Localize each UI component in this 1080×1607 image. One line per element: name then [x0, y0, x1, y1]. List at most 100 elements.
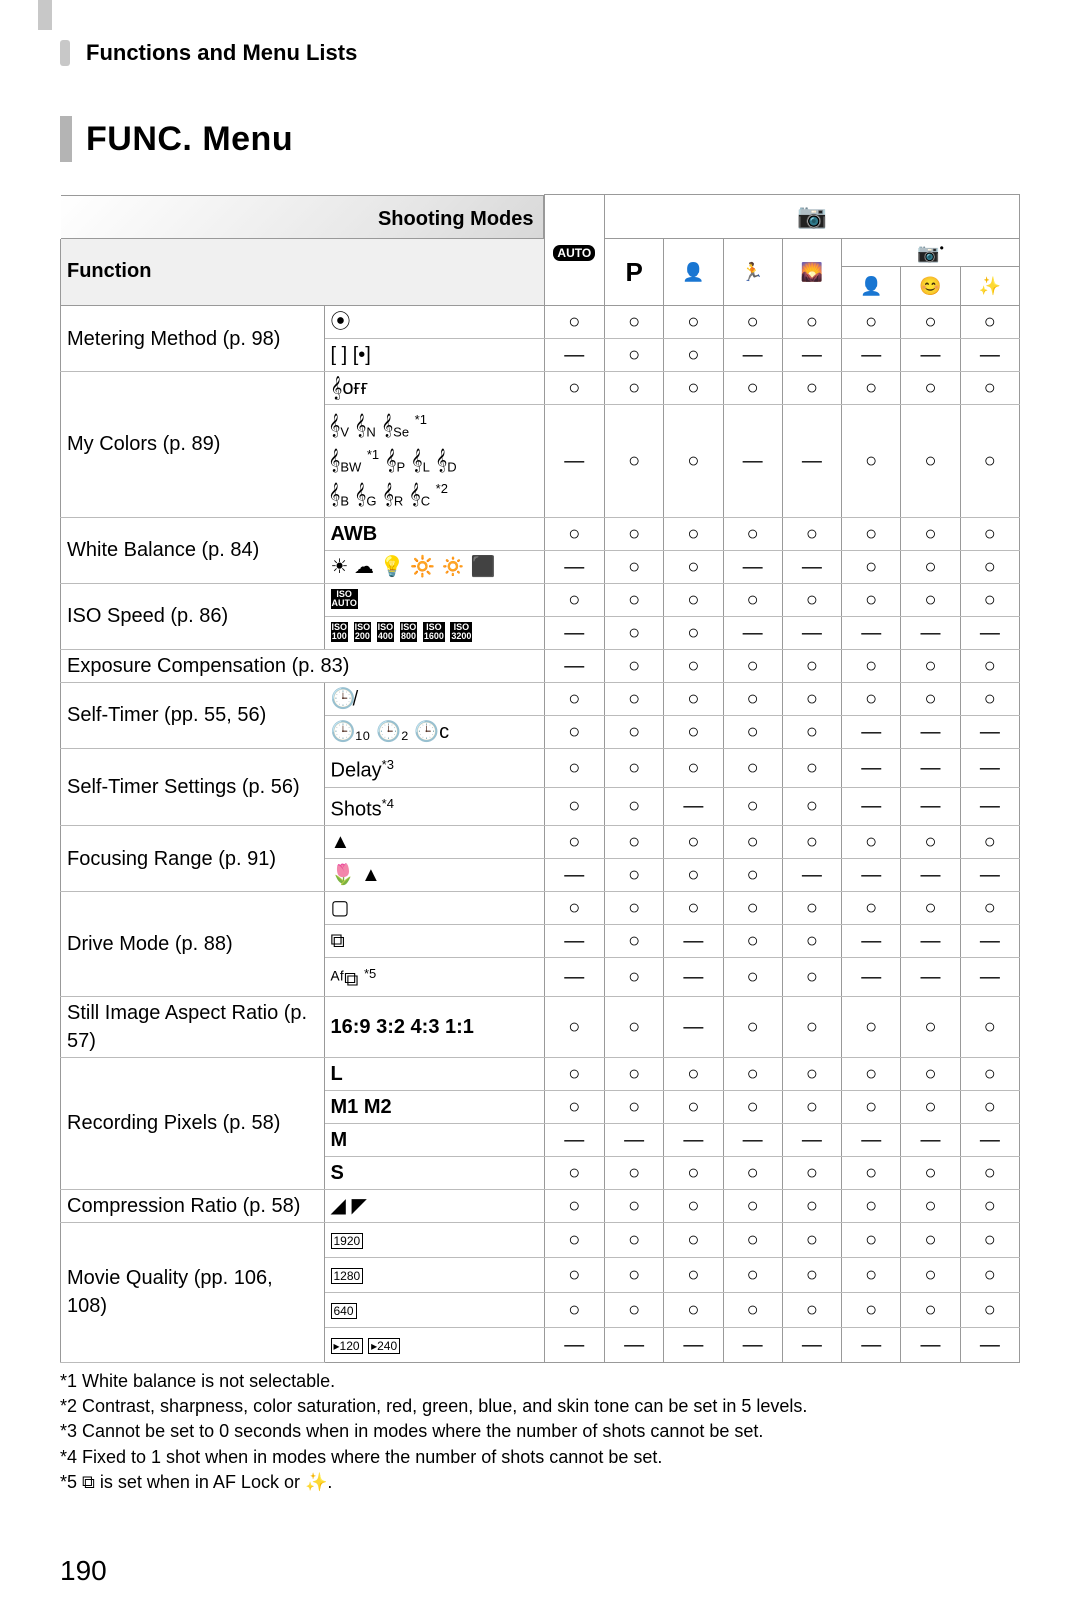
- availability-cell: ○: [664, 306, 723, 339]
- camera-group-icon: 📷: [605, 195, 1020, 239]
- availability-cell: ○: [901, 1292, 960, 1327]
- availability-cell: ○: [723, 1222, 782, 1257]
- table-row: Still Image Aspect Ratio (p. 57)16:9 3:2…: [61, 996, 1020, 1057]
- availability-cell: ○: [723, 306, 782, 339]
- table-row: Focusing Range (p. 91)▲○○○○○○○○: [61, 826, 1020, 859]
- availability-cell: ○: [960, 1156, 1019, 1189]
- availability-cell: ○: [664, 1057, 723, 1090]
- availability-cell: —: [723, 339, 782, 372]
- option-label-cell: 𝄞V 𝄞N 𝄞Se *1𝄞BW *1 𝄞P 𝄞L 𝄞D𝄞B 𝄞G 𝄞R 𝄞C *…: [324, 405, 544, 518]
- availability-cell: ○: [960, 1090, 1019, 1123]
- availability-cell: —: [782, 405, 841, 518]
- option-label-cell: 𝄞ᴏғғ: [324, 372, 544, 405]
- availability-cell: —: [901, 1123, 960, 1156]
- availability-cell: ○: [782, 306, 841, 339]
- availability-cell: ○: [901, 892, 960, 925]
- availability-cell: —: [842, 616, 901, 649]
- availability-cell: ○: [544, 1189, 605, 1222]
- availability-cell: —: [782, 1123, 841, 1156]
- availability-cell: —: [960, 787, 1019, 826]
- availability-cell: ○: [842, 1156, 901, 1189]
- availability-cell: ○: [960, 892, 1019, 925]
- function-label: Function: [61, 239, 545, 306]
- option-label-cell: ISOAUTO: [324, 583, 544, 616]
- availability-cell: ○: [664, 1189, 723, 1222]
- availability-cell: —: [960, 859, 1019, 892]
- availability-cell: ○: [544, 826, 605, 859]
- availability-cell: —: [901, 859, 960, 892]
- option-label-cell: 🕒̸: [324, 682, 544, 715]
- availability-cell: ○: [960, 682, 1019, 715]
- option-label-cell: Delay*3: [324, 748, 544, 787]
- availability-cell: —: [960, 616, 1019, 649]
- availability-cell: —: [842, 715, 901, 748]
- function-label-cell: Drive Mode (p. 88): [61, 892, 325, 997]
- availability-cell: —: [842, 859, 901, 892]
- availability-cell: ○: [605, 715, 664, 748]
- availability-cell: ○: [782, 1156, 841, 1189]
- availability-cell: ○: [605, 550, 664, 583]
- availability-cell: ○: [664, 1090, 723, 1123]
- availability-cell: ○: [605, 339, 664, 372]
- availability-cell: —: [901, 748, 960, 787]
- header-row-1: Shooting Modes AUTO 📷: [61, 195, 1020, 239]
- table-row: White Balance (p. 84)AWB○○○○○○○○: [61, 517, 1020, 550]
- availability-cell: —: [901, 616, 960, 649]
- availability-cell: —: [723, 405, 782, 518]
- availability-cell: ○: [605, 1090, 664, 1123]
- availability-cell: ○: [782, 748, 841, 787]
- section-title: FUNC. Menu: [60, 116, 1020, 162]
- availability-cell: ○: [782, 372, 841, 405]
- availability-cell: ○: [901, 306, 960, 339]
- availability-cell: ○: [782, 892, 841, 925]
- availability-cell: ○: [782, 1189, 841, 1222]
- availability-cell: ○: [960, 1189, 1019, 1222]
- availability-cell: ○: [723, 748, 782, 787]
- availability-cell: ○: [605, 925, 664, 958]
- availability-cell: ○: [842, 1057, 901, 1090]
- availability-cell: ○: [664, 859, 723, 892]
- availability-cell: ○: [605, 1222, 664, 1257]
- side-tab: [38, 0, 52, 30]
- availability-cell: ○: [782, 682, 841, 715]
- availability-cell: —: [842, 339, 901, 372]
- availability-cell: ○: [901, 649, 960, 682]
- function-label-cell: Self-Timer Settings (p. 56): [61, 748, 325, 825]
- availability-cell: ○: [605, 1156, 664, 1189]
- availability-cell: ○: [842, 892, 901, 925]
- availability-cell: ○: [782, 826, 841, 859]
- availability-cell: ○: [544, 996, 605, 1057]
- option-label-cell: ISO100 ISO200 ISO400 ISO800 ISO1600 ISO3…: [324, 616, 544, 649]
- option-label-cell: AWB: [324, 517, 544, 550]
- availability-cell: ○: [723, 1057, 782, 1090]
- availability-cell: —: [544, 1327, 605, 1362]
- availability-cell: ○: [723, 649, 782, 682]
- mode-lv-group-icon: 📷•: [842, 239, 1020, 267]
- footnote-1: *1 White balance is not selectable.: [60, 1369, 1020, 1394]
- availability-cell: ○: [664, 339, 723, 372]
- availability-cell: ○: [605, 1292, 664, 1327]
- availability-cell: ○: [723, 958, 782, 997]
- auto-badge-icon: AUTO: [553, 245, 595, 261]
- availability-cell: ○: [605, 306, 664, 339]
- page-number: 190: [60, 1555, 1020, 1587]
- availability-cell: ○: [664, 892, 723, 925]
- availability-cell: ○: [605, 517, 664, 550]
- availability-cell: ○: [664, 616, 723, 649]
- availability-cell: ○: [960, 1257, 1019, 1292]
- availability-cell: —: [544, 1123, 605, 1156]
- availability-cell: —: [901, 1327, 960, 1362]
- availability-cell: ○: [960, 372, 1019, 405]
- table-body: Metering Method (p. 98)⦿○○○○○○○○[ ] [•]—…: [61, 306, 1020, 1363]
- availability-cell: —: [842, 925, 901, 958]
- availability-cell: ○: [664, 405, 723, 518]
- option-label-cell: 1920: [324, 1222, 544, 1257]
- availability-cell: ○: [544, 1090, 605, 1123]
- table-row: Recording Pixels (p. 58)L○○○○○○○○: [61, 1057, 1020, 1090]
- availability-cell: ○: [723, 583, 782, 616]
- availability-cell: —: [664, 958, 723, 997]
- availability-cell: ○: [544, 715, 605, 748]
- availability-cell: ○: [960, 306, 1019, 339]
- function-label-cell: My Colors (p. 89): [61, 372, 325, 518]
- availability-cell: ○: [782, 517, 841, 550]
